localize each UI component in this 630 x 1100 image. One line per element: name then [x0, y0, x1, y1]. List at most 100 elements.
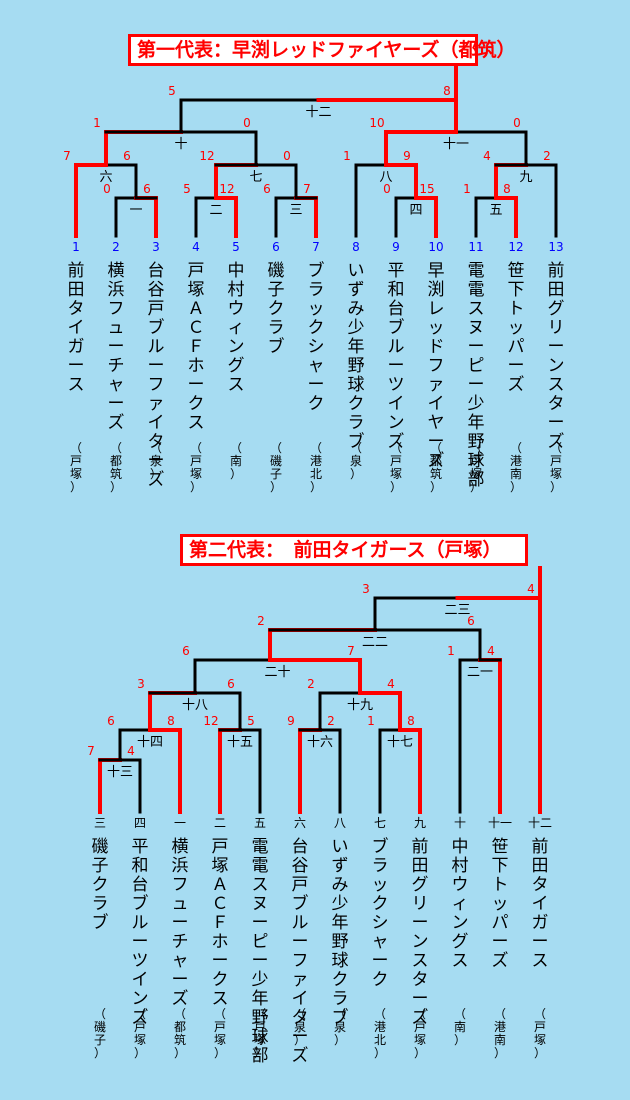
b1-team-area: （戸塚） [390, 441, 402, 494]
b1-team-number: 13 [548, 240, 563, 254]
b1-game-score: 1 [463, 182, 471, 196]
b1-game-score: 4 [483, 149, 491, 163]
b1-game-id: 一 [129, 203, 142, 218]
b1-team-number: 11 [468, 240, 483, 254]
b1-team-name: 前田グリーンスターズ [548, 261, 565, 452]
b1-game-score: 0 [283, 149, 291, 163]
b1-game-id: 五 [489, 203, 502, 218]
b2-game-score: 6 [227, 677, 235, 691]
b1-game-10-right-line [454, 130, 528, 167]
b1-team-name: 台谷戸ブルーファイターズ [148, 261, 165, 490]
b1-game-3-left-line [394, 196, 418, 238]
b2-game-score: 4 [527, 582, 535, 596]
b2-game-10-left-line [373, 596, 459, 632]
b1-game-9-left-line [104, 130, 183, 167]
b2-team-name: 横浜フューチャーズ [172, 837, 189, 1009]
b1-game-score: 7 [303, 182, 311, 196]
b1-team-name: 中村ウィングス [228, 261, 245, 395]
b2-game-8-left-line [458, 658, 482, 814]
b2-game-score: 3 [362, 582, 370, 596]
b2-team-number: 三 [94, 816, 106, 830]
b1-team-name: 前田タイガース [68, 261, 85, 395]
b1-team-area: （戸塚） [470, 441, 482, 494]
b2-team-number: 九 [414, 816, 426, 830]
b2-game-id: 十八 [182, 698, 208, 713]
b1-team-name: ブラックシャーク [308, 260, 325, 414]
b2-team-name: 磯子クラブ [92, 837, 109, 933]
bracket2-lines [98, 566, 542, 814]
b1-game-score: 0 [243, 116, 251, 130]
b1-team-number: 6 [272, 240, 280, 254]
b2-game-id: 十五 [227, 735, 253, 750]
b1-game-score: 8 [503, 182, 511, 196]
b1-team-area: （戸塚） [190, 441, 202, 494]
b1-game-score: 12 [219, 182, 234, 196]
b2-team-number: 十一 [488, 816, 512, 830]
b1-team-name: 笹下トッパーズ [508, 261, 525, 395]
b2-game-score: 1 [367, 714, 375, 728]
b1-game-11-left-line [179, 98, 320, 134]
b2-team-number: 五 [254, 816, 266, 830]
b2-game-score: 5 [247, 714, 255, 728]
b2-team-area: （南） [454, 1007, 466, 1047]
b2-game-id: 十九 [347, 698, 373, 713]
b1-team-name: 早渕レッドファイヤーズ [428, 261, 445, 471]
b1-team-name: 電電スヌーピー少年野球部 [468, 261, 485, 490]
b2-game-3-right-line [318, 728, 342, 814]
b1-team-area: （戸塚） [550, 441, 562, 494]
b1-game-5-right-line [104, 163, 138, 200]
b1-game-score: 7 [63, 149, 71, 163]
b1-game-score: 5 [168, 84, 176, 98]
b2-game-id: 十三 [107, 765, 133, 780]
b2-game-score: 2 [307, 677, 315, 691]
b2-team-name: 平和台ブルーツインズ [132, 837, 149, 1028]
b1-game-11-right-line [316, 98, 458, 134]
b1-game-score: 12 [199, 149, 214, 163]
b2-game-score: 2 [327, 714, 335, 728]
b2-team-area: （港北） [374, 1007, 386, 1060]
b2-game-0-right-line [118, 758, 142, 814]
b1-team-name: 横浜フューチャーズ [108, 261, 125, 433]
b1-team-name: いずみ少年野球クラブ [348, 261, 365, 452]
b2-team-area: （都筑） [174, 1007, 186, 1060]
b1-game-2-left-line [274, 196, 298, 238]
b2-team-area: （戸塚） [534, 1007, 546, 1060]
b1-game-score: 6 [123, 149, 131, 163]
b1-game-score: 5 [183, 182, 191, 196]
b2-team-name: ブラックシャーク [372, 836, 389, 990]
b1-game-id: 六 [99, 170, 112, 185]
b1-game-id: 七 [249, 170, 262, 185]
b2-team-area: （戸塚） [214, 1007, 226, 1060]
b1-team-area: （都筑） [430, 441, 442, 494]
b2-game-score: 7 [347, 644, 355, 658]
b2-team-area: （戸塚） [254, 1007, 266, 1060]
b1-team-number: 7 [312, 240, 320, 254]
b1-team-number: 2 [112, 240, 120, 254]
b2-game-4-left-line [378, 728, 402, 814]
b2-game-score: 6 [182, 644, 190, 658]
b1-game-score: 1 [343, 149, 351, 163]
b2-team-area: （港南） [494, 1007, 506, 1060]
b1-game-score: 6 [263, 182, 271, 196]
bracket2-title: 第二代表： 前田タイガース（戸塚） [180, 534, 528, 566]
b1-team-area: （磯子） [270, 441, 282, 494]
b2-team-name: 台谷戸ブルーファイターズ [292, 837, 309, 1066]
b2-game-score: 4 [127, 744, 135, 758]
b1-game-0-left-line [114, 196, 138, 238]
bracket1-title: 第一代表：早渕レッドファイヤーズ（都筑） [128, 34, 515, 66]
b1-team-name: 戸塚ＡＣＦホークス [188, 261, 205, 433]
b1-team-area: （都筑） [110, 441, 122, 494]
b2-game-5-right-line [193, 691, 242, 732]
b1-game-id: 二 [209, 203, 222, 218]
b2-game-6-left-line [318, 691, 362, 732]
b2-team-area: （泉） [334, 1007, 346, 1047]
b1-team-number: 10 [428, 240, 443, 254]
b1-team-name: 平和台ブルーツインズ [388, 261, 405, 452]
b2-team-name: 電電スヌーピー少年野球部 [252, 837, 269, 1066]
b2-game-score: 7 [87, 744, 95, 758]
b2-team-number: 四 [134, 816, 146, 830]
b2-game-7-left-line [193, 658, 279, 695]
b1-game-score: 10 [369, 116, 384, 130]
